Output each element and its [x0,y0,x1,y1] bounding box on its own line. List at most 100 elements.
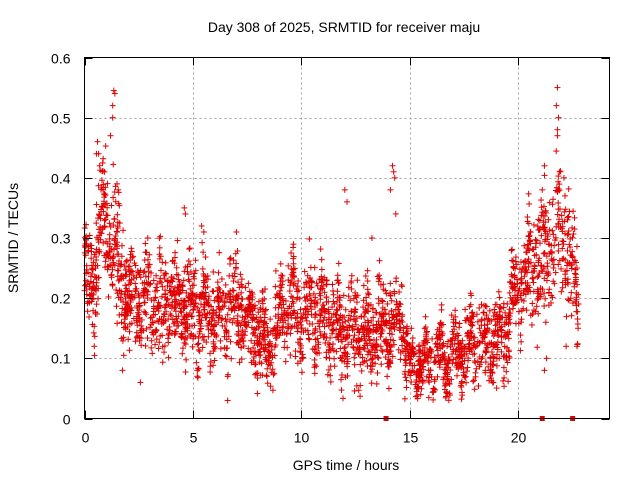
data-point [230,315,237,322]
data-point [142,342,149,349]
data-point [122,282,129,289]
data-point [279,278,286,285]
data-point [558,288,565,295]
data-point-outlier [555,114,562,121]
data-point [238,276,245,283]
data-point [534,296,541,303]
data-point [285,262,292,269]
data-point [397,356,404,363]
data-point [445,397,452,404]
data-point [219,315,226,322]
data-point [210,362,217,369]
data-point [128,245,135,252]
data-point [118,319,125,326]
data-point [105,293,112,300]
data-point [565,185,572,192]
data-point [106,231,113,238]
data-point [292,315,299,322]
data-point [548,250,555,257]
data-point [559,284,566,291]
data-point [142,240,149,247]
data-point [529,275,536,282]
data-point [510,258,517,265]
data-point [532,236,539,243]
data-point [152,326,159,333]
data-point [408,378,415,385]
data-point [550,196,557,203]
data-point [180,345,187,352]
data-point [565,213,572,220]
data-point [385,385,392,392]
data-point [207,363,214,370]
data-point [148,337,155,344]
data-point [340,292,347,299]
data-point [218,275,225,282]
data-point [568,312,575,319]
data-point [203,339,210,346]
data-point-outlier [96,162,103,169]
data-point [570,231,577,238]
data-point [393,275,400,282]
data-point [113,228,120,235]
data-point [282,358,289,365]
data-point [374,369,381,376]
data-point [483,303,490,310]
data-point-outlier [573,265,580,272]
data-point [196,348,203,355]
data-point [364,286,371,293]
data-point [102,143,109,150]
data-point [536,217,543,224]
data-point [106,220,113,227]
data-point [114,320,121,327]
data-point [534,344,541,351]
data-point [360,282,367,289]
data-point-outlier [109,114,116,121]
y-tick-label: 0.5 [51,111,71,127]
data-point [264,380,271,387]
data-point [498,348,505,355]
data-point [300,354,307,361]
data-point-outlier [560,174,567,181]
data-point [318,266,325,273]
x-axis-label: GPS time / hours [293,457,400,473]
data-point [493,362,500,369]
data-point [293,285,300,292]
data-point [154,280,161,287]
data-point [215,284,222,291]
data-point [226,255,233,262]
data-point [459,389,466,396]
data-point [191,303,198,310]
data-point [121,262,128,269]
data-point [353,299,360,306]
data-point [153,284,160,291]
data-point [137,379,144,386]
data-point [541,172,548,179]
data-point [553,148,560,155]
data-point [327,378,334,385]
data-point [161,349,168,356]
data-point [311,356,318,363]
data-point [91,333,98,340]
data-point [323,294,330,301]
data-point [516,308,523,315]
data-point [357,393,364,400]
data-point [387,280,394,287]
data-point [278,272,285,279]
data-point [530,279,537,286]
data-point [196,308,203,315]
data-point [571,214,578,221]
data-point [290,260,297,267]
data-point [149,350,156,357]
data-point [239,296,246,303]
data-point-outlier [341,186,348,193]
y-tick-label: 0.6 [51,51,71,67]
data-point [535,273,542,280]
data-point [471,334,478,341]
data-point [480,309,487,316]
data-point [496,294,503,301]
data-point [126,263,133,270]
data-point [312,311,319,318]
x-tick-label: 5 [190,430,198,446]
data-point-outlier [562,192,569,199]
x-tick-label: 10 [294,430,310,446]
